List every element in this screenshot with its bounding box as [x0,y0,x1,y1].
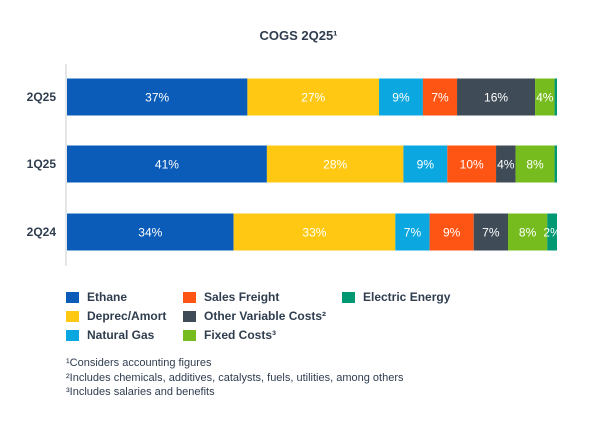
bar-segment [429,213,474,251]
bar-segment [535,78,555,116]
legend-swatch [183,310,196,322]
category-label: 2Q25 [27,90,57,104]
legend-item-deprec-amort: Deprec/Amort [66,309,166,323]
legend-label: Ethane [87,290,128,304]
data-label: 34% [138,226,162,240]
bar-segment [422,78,458,116]
data-label: 37% [145,91,169,105]
legend-label: Natural Gas [87,328,155,342]
data-label: 4% [497,158,515,172]
bar-segment [266,145,404,183]
legend-label: Deprec/Amort [87,309,167,323]
legend-item-ethane: Ethane [66,290,127,304]
bar-segment [496,145,516,183]
legend-label: Sales Freight [204,290,280,304]
bar-segment [379,78,423,116]
data-label: 2% [543,226,561,240]
legend-label: Electric Energy [363,290,451,304]
data-label: 41% [155,158,179,172]
bar-segment [233,213,396,251]
bar-segment [67,78,248,116]
data-label: 33% [302,226,326,240]
footnote: ³Includes salaries and benefits [66,386,215,398]
data-label: 7% [482,226,500,240]
data-label: 7% [431,91,449,105]
legend: Ethane Deprec/Amort Natural Gas Sales Fr… [66,290,506,346]
bar-segment [473,213,508,251]
chart-title: COGS 2Q25¹ [259,28,338,43]
bar-segment [554,78,557,116]
legend-swatch [66,310,79,322]
bar-segment [515,145,555,183]
legend-swatch [183,291,196,303]
legend-label: Fixed Costs³ [204,328,277,342]
data-label: 7% [404,226,422,240]
category-label: 2Q24 [27,225,57,239]
data-label: 9% [392,91,410,105]
data-label: 9% [443,226,461,240]
bar-segment [457,78,536,116]
bar-segment [67,145,267,183]
bar-segment [547,213,557,251]
data-label: 8% [519,226,537,240]
data-label: 27% [301,91,325,105]
legend-label: Other Variable Costs² [204,309,327,323]
legend-item-sales-freight: Sales Freight [183,290,279,304]
bar-segment [247,78,380,116]
data-label: 16% [484,91,508,105]
legend-item-other-variable-costs: Other Variable Costs² [183,309,326,323]
legend-item-fixed-costs: Fixed Costs³ [183,328,276,342]
data-label: 9% [417,158,435,172]
stacked-bar-chart: 2Q25 37% 27% 9% 7% 16% 4% 1Q25 41% 28% 9% 10% 4% 8% 2Q… [26,64,561,266]
bar-segment [447,145,497,183]
bar-segment [395,213,430,251]
legend-swatch [66,329,79,341]
data-label: 8% [526,158,544,172]
category-label: 1Q25 [27,157,57,171]
legend-item-natural-gas: Natural Gas [66,328,154,342]
legend-swatch [183,329,196,341]
bar-segment [67,213,234,251]
footnotes: ¹Considers accounting figures ²Includes … [66,356,403,400]
bar-segment [554,145,557,183]
data-label: 10% [460,158,484,172]
data-label: 28% [323,158,347,172]
footnote: ¹Considers accounting figures [66,357,212,369]
legend-swatch [342,291,355,303]
footnote: ²Includes chemicals, additives, catalyst… [66,371,404,384]
legend-swatch [66,291,79,303]
bar-segment [508,213,548,251]
bar-segment [403,145,448,183]
data-label: 4% [536,91,554,105]
legend-item-electric-energy: Electric Energy [342,290,450,304]
